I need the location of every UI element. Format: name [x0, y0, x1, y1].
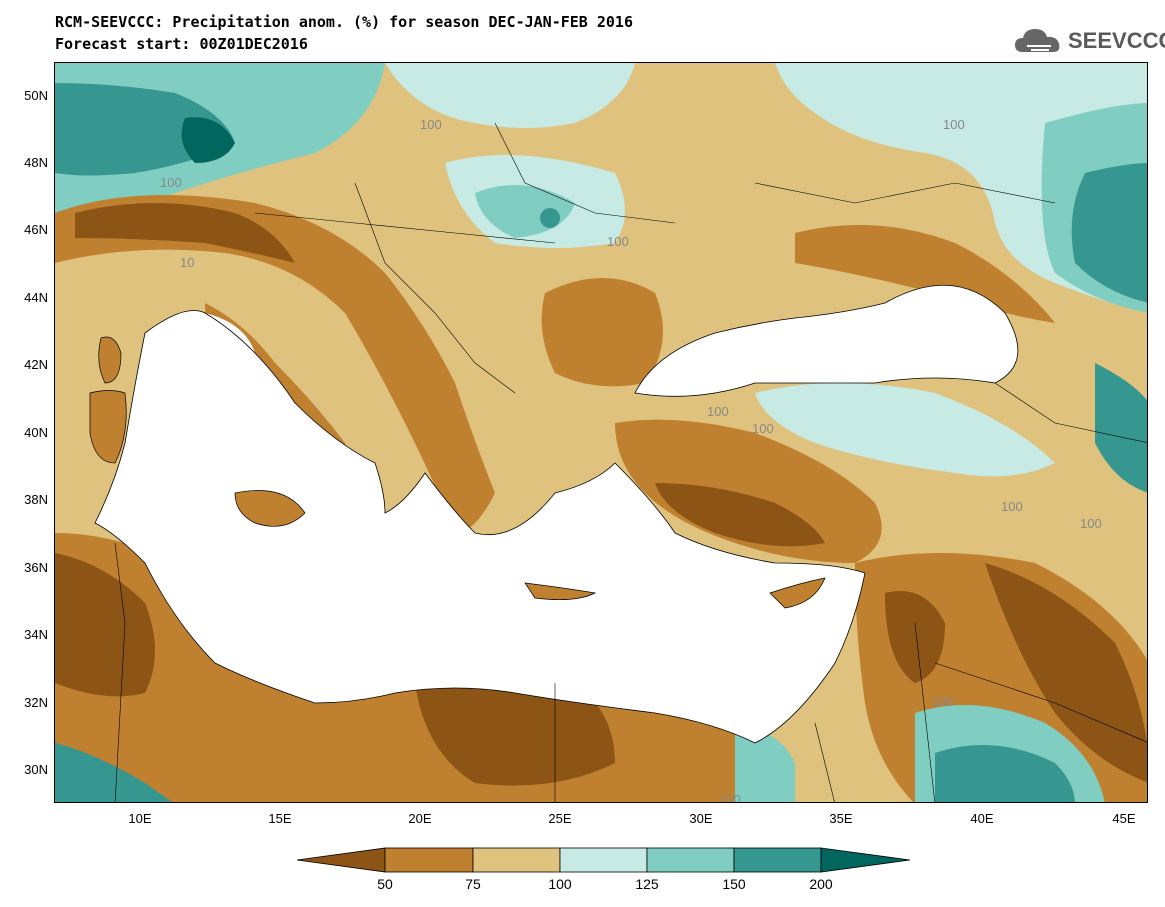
colorbar-segment-125-150 — [646, 847, 735, 873]
lon-label-30e: 30E — [689, 811, 713, 826]
precipitation-anomaly-map: 100 100 100 10 100 100 100 100 100 100 1… — [55, 63, 1147, 803]
colorbar-segment-75-100 — [472, 847, 561, 873]
country-borders — [114, 122, 1147, 802]
black-sea-coast — [634, 284, 1019, 397]
forecast-start-subtitle: Forecast start: 00Z01DEC2016 — [55, 35, 308, 53]
field-200-nw — [181, 117, 235, 163]
lon-label-40e: 40E — [970, 811, 994, 826]
lat-label-44n: 44N — [24, 290, 48, 305]
colorbar-segment-150-200 — [733, 847, 822, 873]
field-50-75-anatolia — [615, 419, 882, 563]
field-100-125-anatolia — [755, 383, 1055, 477]
lon-label-35e: 35E — [829, 811, 853, 826]
lon-label-20e: 20E — [408, 811, 432, 826]
colorbar-tick-50: 50 — [377, 876, 393, 892]
sardinia — [89, 390, 127, 464]
field-150-200-east — [1095, 363, 1147, 493]
field-125-150-sinai — [735, 731, 796, 802]
colorbar-tick-125: 125 — [635, 876, 659, 892]
lon-label-45e: 45E — [1112, 811, 1136, 826]
contour-label: 100 — [943, 117, 965, 132]
lat-label-36n: 36N — [24, 560, 48, 575]
field-100-125-north — [385, 63, 635, 128]
lat-label-46n: 46N — [24, 222, 48, 237]
map-panel: 100 100 100 10 100 100 100 100 100 100 1… — [54, 62, 1148, 803]
seevccc-logo: SEEVCCC — [1013, 24, 1165, 58]
field-150-200-ne — [1071, 163, 1147, 303]
crete — [524, 582, 597, 600]
lat-label-40n: 40N — [24, 425, 48, 440]
contour-label: 100 — [752, 421, 774, 436]
colorbar-segment-100-125 — [559, 847, 648, 873]
contour-label: 100 — [1080, 516, 1102, 531]
lon-label-10e: 10E — [128, 811, 152, 826]
mediterranean-sea — [95, 310, 865, 743]
adriatic-edge — [205, 313, 255, 355]
contour-label: 100 — [707, 404, 729, 419]
colorbar-tick-75: 75 — [465, 876, 481, 892]
contour-label: 100 — [932, 694, 954, 709]
logo-text: SEEVCCC — [1068, 28, 1165, 53]
colorbar-tick-200: 200 — [809, 876, 833, 892]
contour-label: 10 — [180, 255, 194, 270]
contour-label: 100 — [607, 234, 629, 249]
lat-label-38n: 38N — [24, 492, 48, 507]
colorbar-tick-150: 150 — [722, 876, 746, 892]
chart-title: RCM-SEEVCCC: Precipitation anom. (%) for… — [55, 13, 633, 31]
lat-label-50n: 50N — [24, 88, 48, 103]
contour-label: 100 — [719, 792, 741, 803]
colorbar-segment-above-200 — [820, 847, 911, 873]
lon-label-25e: 25E — [548, 811, 572, 826]
colorbar-tick-100: 100 — [548, 876, 572, 892]
field-below-50-iraq — [985, 563, 1147, 783]
field-150-200-arabia — [935, 745, 1075, 802]
field-150-200-spot — [540, 208, 560, 228]
mediterranean-coast — [94, 310, 866, 744]
field-below-50-alps — [75, 203, 295, 263]
field-below-50-anatolia — [655, 483, 825, 547]
lat-label-48n: 48N — [24, 155, 48, 170]
lon-label-15e: 15E — [268, 811, 292, 826]
field-below-50-tunisia — [55, 553, 155, 697]
field-50-75-romania — [541, 278, 663, 387]
contour-label: 100 — [1001, 499, 1023, 514]
colorbar — [296, 847, 911, 873]
contour-label: 100 — [160, 175, 182, 190]
sicily — [234, 490, 306, 527]
field-50-75-caucasus-north — [795, 225, 1055, 323]
lat-label-34n: 34N — [24, 627, 48, 642]
contour-label: 100 — [420, 117, 442, 132]
lat-label-42n: 42N — [24, 357, 48, 372]
cloud-icon — [1015, 29, 1060, 52]
contour-labels: 100 100 100 10 100 100 100 100 100 100 1… — [160, 117, 1102, 803]
colorbar-segment-below-50 — [296, 847, 386, 873]
field-150-200-sw — [55, 743, 173, 802]
black-sea — [635, 285, 1018, 397]
field-below-50-syria — [885, 591, 945, 683]
field-50-75-balkans — [55, 195, 495, 533]
colorbar-segment-50-75 — [384, 847, 474, 873]
cyprus — [769, 577, 826, 609]
lat-label-30n: 30N — [24, 762, 48, 777]
corsica — [98, 336, 122, 384]
lat-label-32n: 32N — [24, 695, 48, 710]
